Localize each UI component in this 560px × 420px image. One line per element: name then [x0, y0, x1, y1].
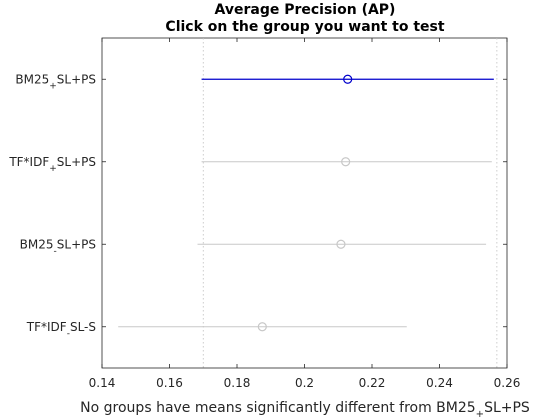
y-tick-label-0[interactable]: BM25+SL+PS [15, 72, 96, 91]
x-axis-label-main: No groups have means significantly diffe… [80, 400, 476, 416]
x-axis-label: No groups have means significantly diffe… [80, 400, 530, 420]
x-tick-label: 0.24 [426, 376, 453, 390]
x-axis-label-sub: + [476, 409, 484, 420]
mean-marker-1[interactable] [341, 157, 351, 167]
y-tick-label-1[interactable]: TF*IDF+SL+PS [8, 155, 96, 174]
y-tick-label-2[interactable]: BM25-SL+PS [20, 237, 96, 256]
plot-area [101, 37, 508, 369]
group-intervals [118, 74, 494, 332]
x-tick-label: 0.2 [295, 376, 314, 390]
x-tick-label: 0.16 [156, 376, 183, 390]
chart-title: Average Precision (AP) [214, 2, 396, 18]
x-tick-label: 0.18 [224, 376, 251, 390]
x-axis: 0.14 0.16 0.18 0.2 0.22 0.24 0.26 [89, 38, 521, 390]
chart-subtitle: Click on the group you want to test [165, 19, 445, 35]
y-axis: BM25+SL+PS TF*IDF+SL+PS BM25-SL+PS TF*IDF-S… [8, 72, 507, 339]
reference-lines [202, 38, 498, 368]
y-tick-label-3[interactable]: TF*IDF-SL-S [26, 320, 96, 339]
x-tick-label: 0.14 [89, 376, 116, 390]
mean-marker-0[interactable] [343, 74, 353, 84]
x-axis-label-tail: SL+PS [484, 400, 530, 416]
x-tick-label: 0.26 [494, 376, 521, 390]
mean-marker-2[interactable] [336, 239, 346, 249]
mean-marker-3[interactable] [257, 322, 267, 332]
x-tick-label: 0.22 [359, 376, 386, 390]
